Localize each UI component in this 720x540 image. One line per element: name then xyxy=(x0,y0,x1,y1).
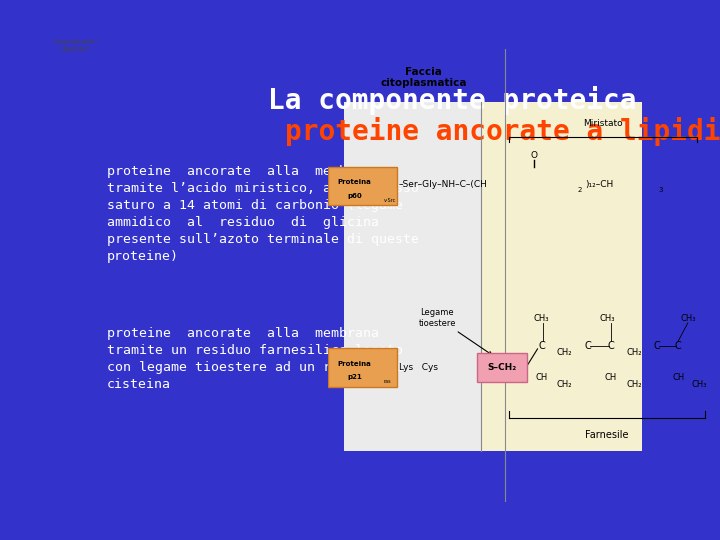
FancyBboxPatch shape xyxy=(328,166,397,205)
Text: La componente proteica: La componente proteica xyxy=(269,85,637,114)
Text: CH₃: CH₃ xyxy=(599,314,615,323)
Text: )₁₂–CH: )₁₂–CH xyxy=(585,180,614,189)
Text: p60: p60 xyxy=(347,193,362,199)
Text: C: C xyxy=(675,341,682,350)
Text: proteine  ancorate  alla  membrana
tramite l’acido miristico, acido grasso
satur: proteine ancorate alla membrana tramite … xyxy=(107,165,419,262)
Text: Proteina: Proteina xyxy=(338,361,372,367)
Text: CH₂: CH₂ xyxy=(626,380,642,389)
Text: CH: CH xyxy=(535,373,547,382)
Text: C: C xyxy=(654,341,660,350)
Text: proteine ancorate a lipidi e glicolipidi: proteine ancorate a lipidi e glicolipidi xyxy=(285,117,720,146)
Text: ~membrane~
diagram: ~membrane~ diagram xyxy=(50,39,101,52)
FancyBboxPatch shape xyxy=(477,353,527,382)
Text: O: O xyxy=(530,151,537,160)
Text: C: C xyxy=(608,341,614,350)
Text: Faccia
citoplasmatica: Faccia citoplasmatica xyxy=(381,67,467,89)
Text: CH₃: CH₃ xyxy=(692,380,707,389)
Text: CH₂: CH₂ xyxy=(557,380,572,389)
Text: 2: 2 xyxy=(578,187,582,193)
Text: CH: CH xyxy=(672,373,684,382)
Text: Proteina: Proteina xyxy=(338,179,372,185)
Text: Miristato: Miristato xyxy=(583,119,623,128)
Text: CH₃: CH₃ xyxy=(680,314,696,323)
Text: CH₂: CH₂ xyxy=(626,348,642,357)
Text: CH: CH xyxy=(605,373,617,382)
Text: CH₃: CH₃ xyxy=(534,314,549,323)
Text: CH₂: CH₂ xyxy=(557,348,572,357)
Text: Farnesile: Farnesile xyxy=(585,430,629,440)
Text: C: C xyxy=(538,341,545,350)
Text: Lys   Cys: Lys Cys xyxy=(399,363,438,372)
Text: v-Src: v-Src xyxy=(384,198,396,203)
Text: Legame
tioestere: Legame tioestere xyxy=(418,308,492,355)
Text: –Ser–Gly–NH–C–(CH: –Ser–Gly–NH–C–(CH xyxy=(399,180,487,189)
Text: 3: 3 xyxy=(659,187,663,193)
FancyBboxPatch shape xyxy=(328,348,397,387)
Text: C: C xyxy=(584,341,591,350)
Text: proteine  ancorate  alla  membrana
tramite un residuo farnesilico legato
con leg: proteine ancorate alla membrana tramite … xyxy=(107,327,402,391)
Text: p21: p21 xyxy=(347,374,362,381)
Text: ras: ras xyxy=(384,380,391,384)
Text: S–CH₂: S–CH₂ xyxy=(487,363,517,372)
FancyBboxPatch shape xyxy=(481,102,642,451)
FancyBboxPatch shape xyxy=(344,102,481,451)
